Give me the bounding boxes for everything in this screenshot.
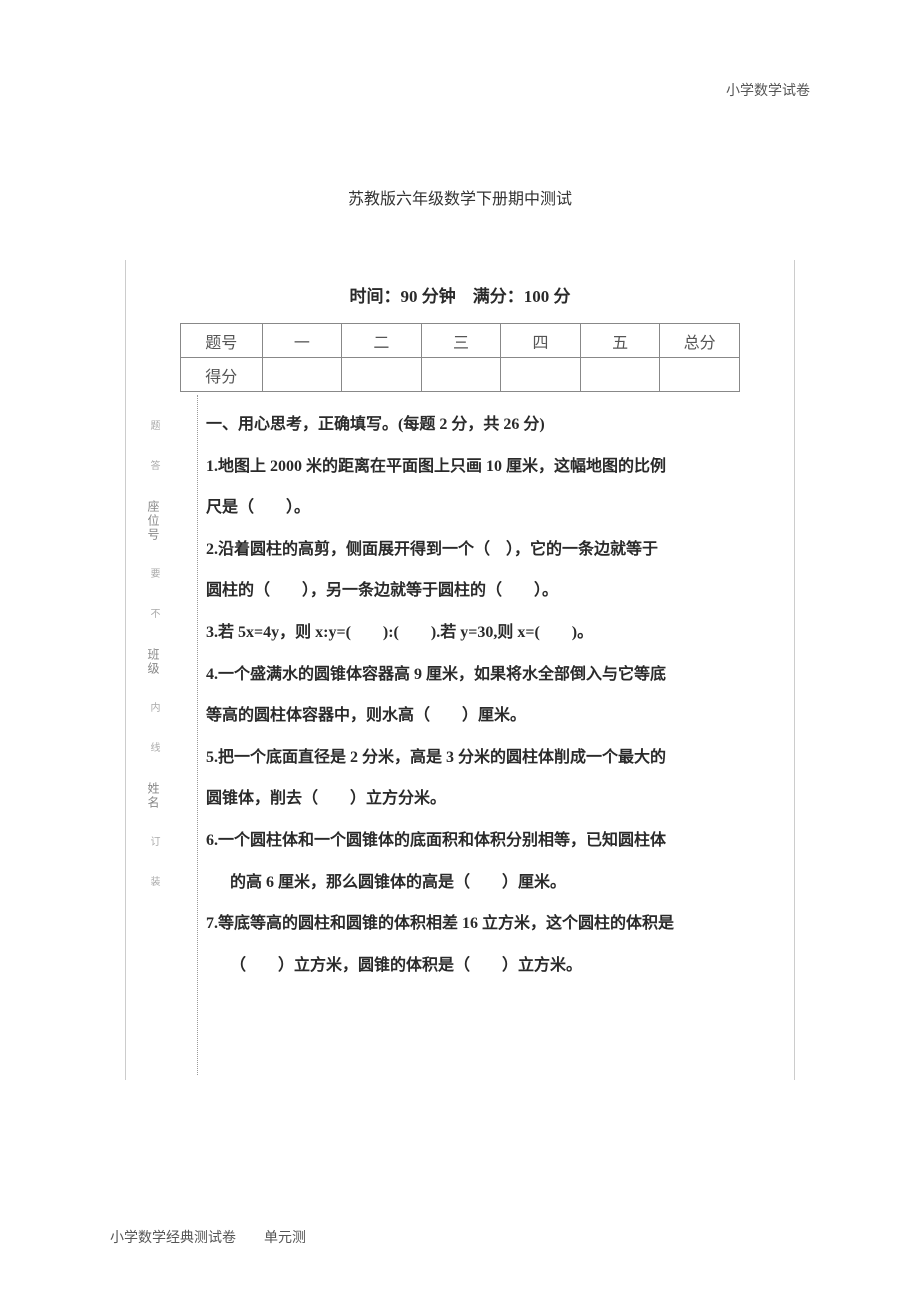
side-hint: 线	[146, 742, 161, 756]
side-label-seat: 座位号	[145, 500, 162, 542]
score-table: 题号 一 二 三 四 五 总分 得分	[180, 323, 740, 392]
table-row: 得分	[181, 358, 740, 392]
side-label-class: 班级	[145, 648, 162, 676]
side-hint: 订	[146, 836, 161, 850]
table-row: 题号 一 二 三 四 五 总分	[181, 324, 740, 358]
cell	[262, 358, 342, 392]
q1-line1: 1.地图上 2000 米的距离在平面图上只画 10 厘米，这幅地图的比例	[206, 446, 758, 488]
q7-line1: 7.等底等高的圆柱和圆锥的体积相差 16 立方米，这个圆柱的体积是	[206, 903, 758, 945]
binding-dashed-line	[197, 395, 198, 1075]
cell-label: 题号	[181, 324, 263, 358]
section-1-heading: 一、用心思考，正确填写。(每题 2 分，共 26 分)	[206, 404, 758, 446]
page-footer-left: 小学数学经典测试卷 单元测	[110, 1227, 306, 1247]
cell: 五	[580, 324, 660, 358]
q2-line2: 圆柱的（ ），另一条边就等于圆柱的（ ）。	[206, 570, 758, 612]
q6-line2: 的高 6 厘米，那么圆锥体的高是（ ）厘米。	[230, 862, 758, 904]
q2-line1: 2.沿着圆柱的高剪，侧面展开得到一个（ ），它的一条边就等于	[206, 529, 758, 571]
exam-container: 时间：90 分钟 满分：100 分 题号 一 二 三 四 五 总分 得分 一、用…	[125, 260, 795, 1080]
q5-line2: 圆锥体，削去（ ）立方分米。	[206, 778, 758, 820]
side-hint: 要	[146, 568, 161, 582]
exam-title: 苏教版六年级数学下册期中测试	[0, 185, 920, 209]
cell-label: 得分	[181, 358, 263, 392]
cell: 二	[342, 324, 422, 358]
page-header-right: 小学数学试卷	[726, 80, 810, 100]
q6-line1: 6.一个圆柱体和一个圆锥体的底面积和体积分别相等，已知圆柱体	[206, 820, 758, 862]
q3-line1: 3.若 5x=4y，则 x:y=( ):( ).若 y=30,则 x=( )。	[206, 612, 758, 654]
q5-line1: 5.把一个底面直径是 2 分米，高是 3 分米的圆柱体削成一个最大的	[206, 737, 758, 779]
q4-line2: 等高的圆柱体容器中，则水高（ ）厘米。	[206, 695, 758, 737]
side-hint: 不	[146, 608, 161, 622]
side-hint: 内	[146, 702, 161, 716]
cell: 一	[262, 324, 342, 358]
cell	[501, 358, 581, 392]
cell	[421, 358, 501, 392]
cell: 四	[501, 324, 581, 358]
q4-line1: 4.一个盛满水的圆锥体容器高 9 厘米，如果将水全部倒入与它等底	[206, 654, 758, 696]
side-hint: 题	[146, 420, 161, 434]
cell: 三	[421, 324, 501, 358]
side-hint: 答	[146, 460, 161, 474]
q7-line2: （ ）立方米，圆锥的体积是（ ）立方米。	[230, 945, 758, 987]
binding-side-labels: 题 答 座位号 要 不 班级 内 线 姓名 订 装	[145, 420, 162, 890]
cell	[660, 358, 740, 392]
questions-body: 一、用心思考，正确填写。(每题 2 分，共 26 分) 1.地图上 2000 米…	[206, 404, 758, 986]
q1-line2: 尺是（ ）。	[206, 487, 758, 529]
cell	[580, 358, 660, 392]
cell: 总分	[660, 324, 740, 358]
time-score-line: 时间：90 分钟 满分：100 分	[126, 282, 794, 307]
side-hint: 装	[146, 876, 161, 890]
cell	[342, 358, 422, 392]
side-label-name: 姓名	[145, 782, 162, 810]
